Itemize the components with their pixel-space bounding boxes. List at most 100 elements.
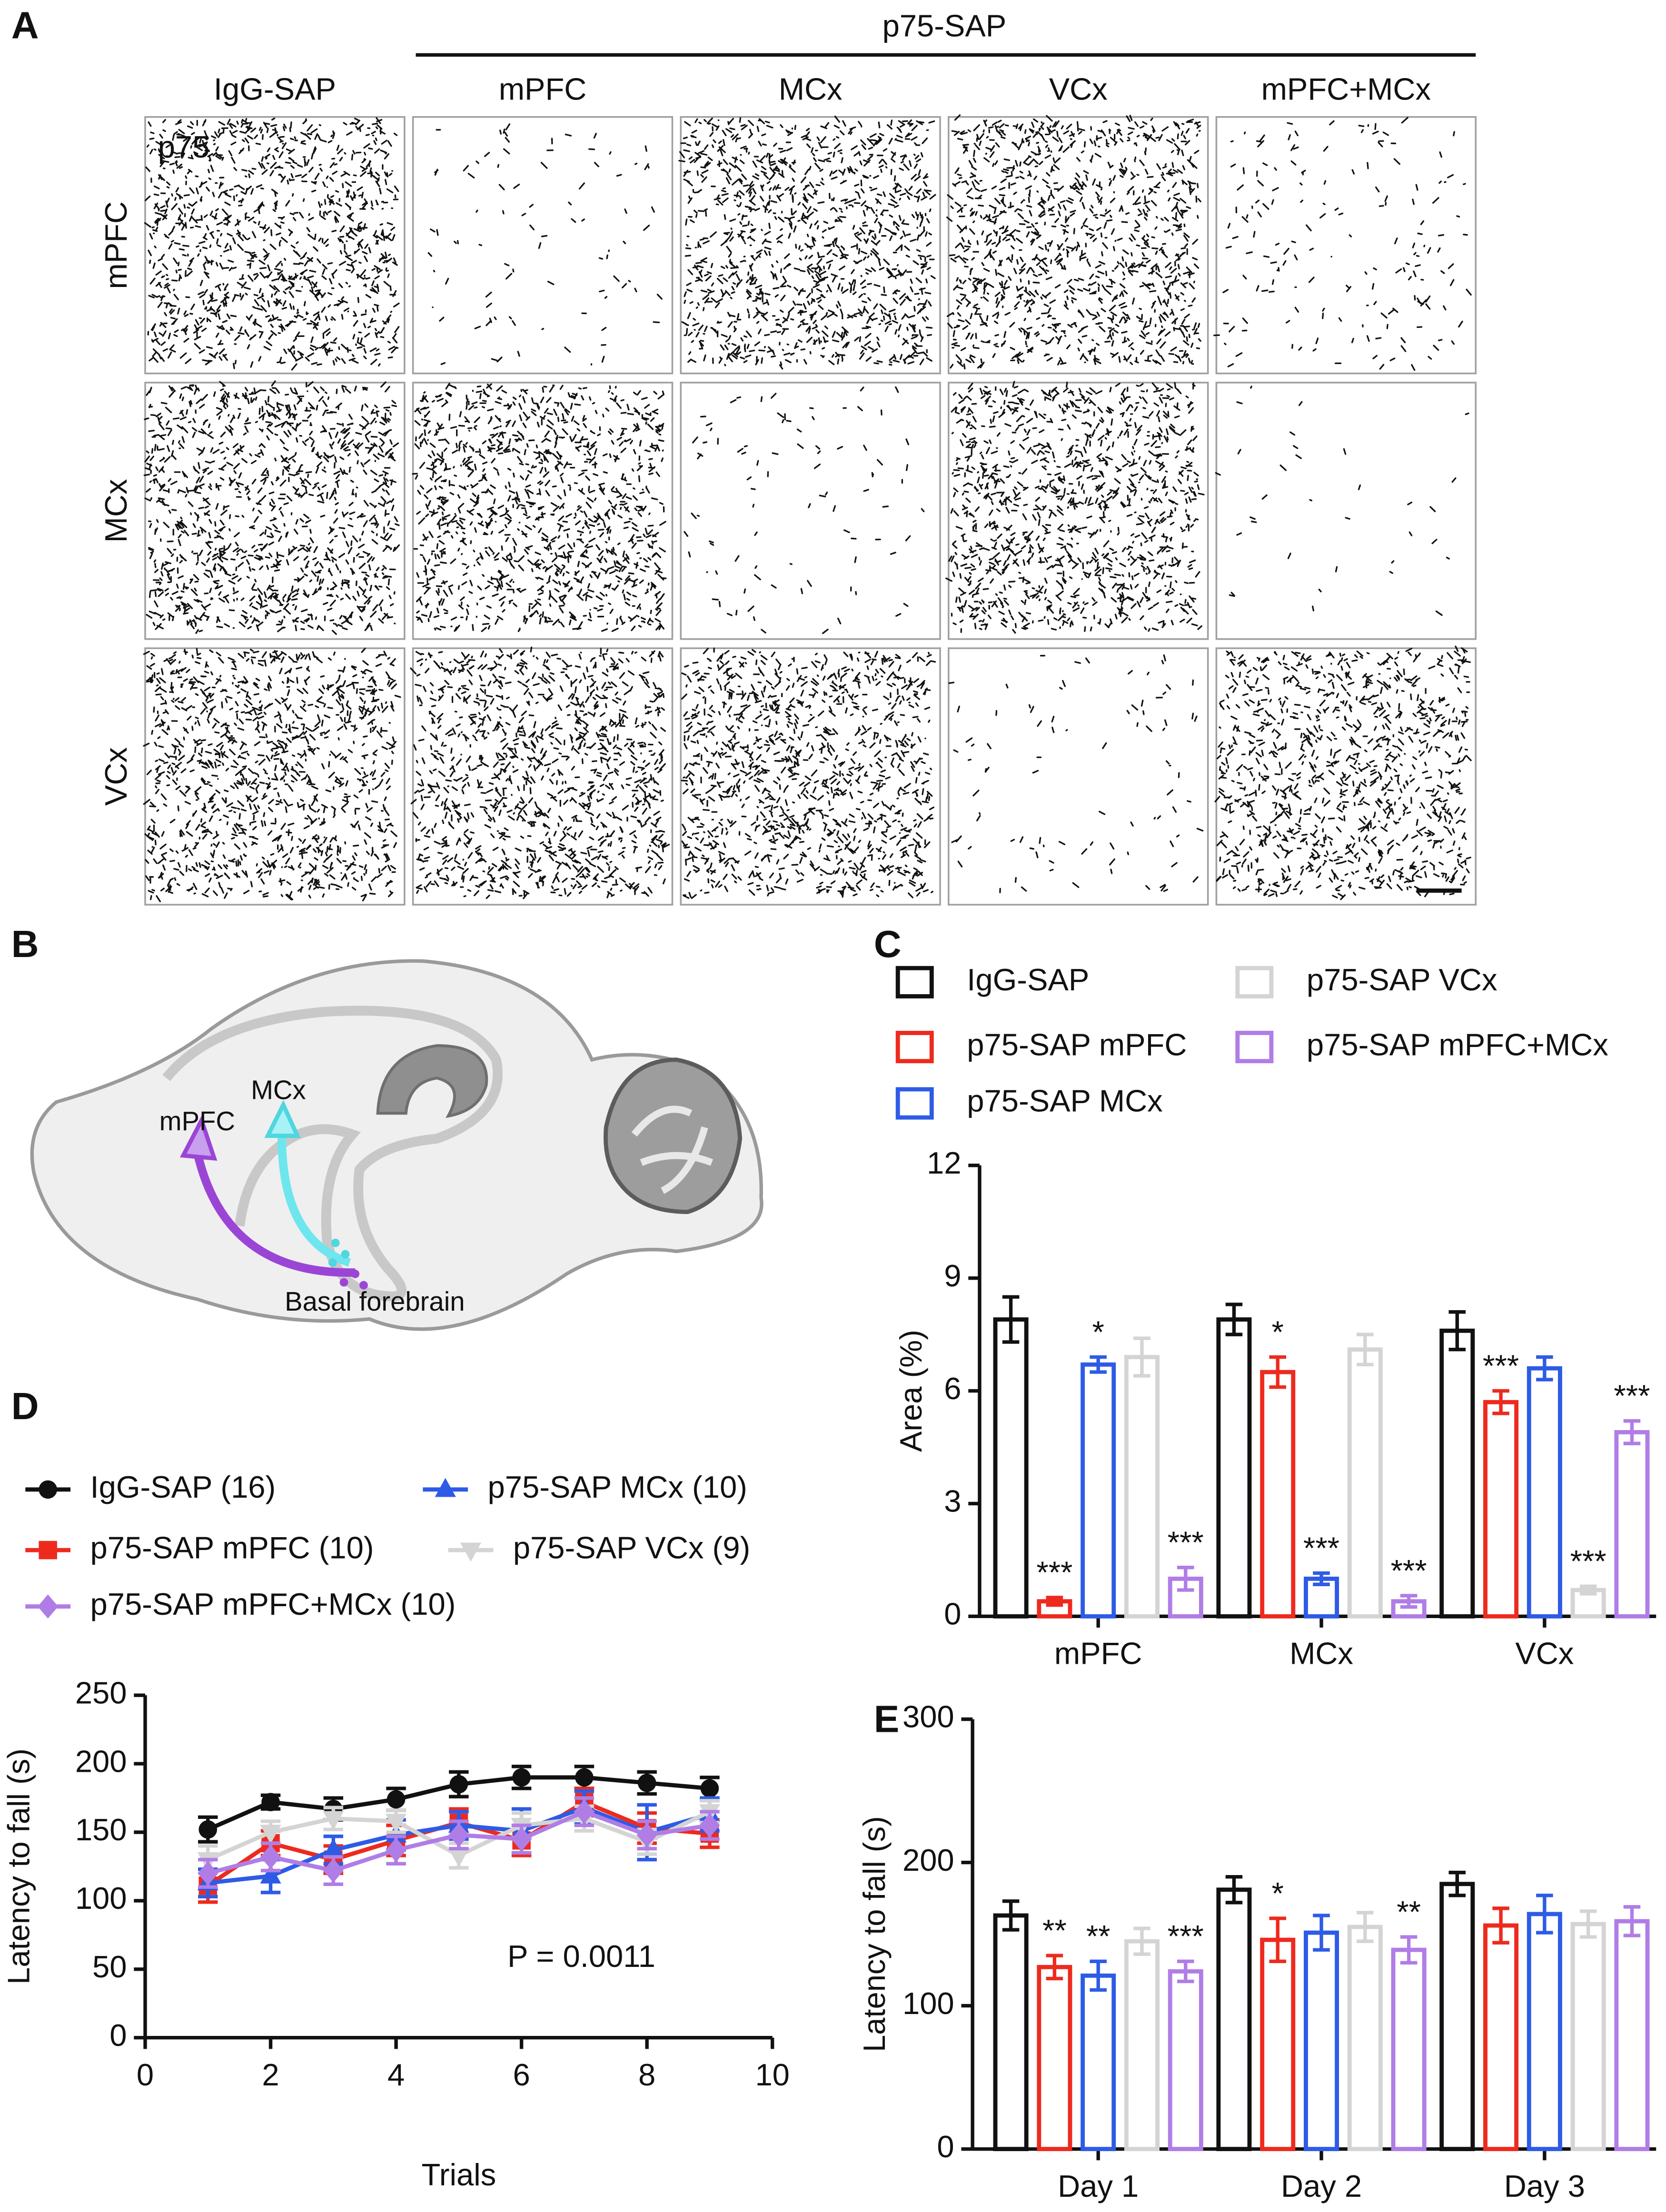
- y-tick-label: 6: [944, 1371, 961, 1406]
- y-tick-label: 200: [75, 1744, 127, 1778]
- legend-label: p75-SAP VCx: [1307, 962, 1497, 997]
- bar: [1347, 1347, 1383, 1619]
- bar: [1037, 1965, 1072, 2152]
- stain-label: p75: [158, 129, 210, 164]
- micrograph: [1215, 382, 1477, 640]
- legend-marker: [460, 1542, 482, 1562]
- column-label: MCx: [779, 72, 843, 107]
- y-axis-label: Latency to fall (s): [857, 1816, 892, 2052]
- legend-label: p75-SAP MCx: [967, 1084, 1162, 1118]
- marker: [260, 1825, 281, 1844]
- micrograph: [412, 382, 674, 640]
- x-tick-label: Day 3: [1504, 2169, 1585, 2203]
- marker: [448, 1823, 469, 1847]
- error-bar: [1536, 1355, 1553, 1382]
- error-bar: [1579, 1584, 1597, 1596]
- row-label: VCx: [99, 747, 133, 806]
- legend-swatch: [1235, 1031, 1274, 1064]
- significance: *: [1272, 1314, 1284, 1349]
- y-tick-label: 0: [937, 2129, 954, 2164]
- legend-label: IgG-SAP: [967, 962, 1089, 997]
- marker: [198, 1861, 218, 1886]
- significance: ***: [1303, 1531, 1339, 1565]
- marker: [323, 1811, 344, 1830]
- error-bar: [1313, 1571, 1330, 1586]
- legend-label: p75-SAP mPFC (10): [90, 1530, 374, 1565]
- y-tick-label: 3: [944, 1484, 961, 1519]
- x-tick-label: Day 2: [1281, 2169, 1362, 2203]
- row-label: mPFC: [99, 201, 133, 289]
- bar: [1216, 1317, 1252, 1619]
- y-tick-label: 9: [944, 1258, 961, 1293]
- marker: [323, 1858, 344, 1883]
- y-tick-label: 0: [944, 1597, 961, 1631]
- y-tick-label: 12: [927, 1146, 961, 1180]
- row-label: MCx: [99, 479, 133, 543]
- panel-label: C: [874, 923, 902, 965]
- significance: **: [1042, 1913, 1067, 1948]
- bar: [1391, 1947, 1427, 2152]
- bar: [1260, 1370, 1296, 1619]
- error-bar: [1046, 1596, 1063, 1607]
- legend-label: p75-SAP MCx (10): [488, 1470, 747, 1504]
- micrograph-signal: [412, 383, 667, 632]
- micrograph: [948, 647, 1209, 906]
- bar: [993, 1317, 1029, 1619]
- marker: [387, 1790, 406, 1809]
- x-tick-label: Day 1: [1058, 2169, 1139, 2203]
- brain-schematic: [30, 959, 764, 1331]
- error-bar: [1448, 1310, 1466, 1352]
- x-tick-label: 6: [513, 2057, 530, 2092]
- legend-swatch: [1235, 966, 1274, 998]
- micrograph-signal: [410, 646, 670, 899]
- panel-label: B: [11, 923, 39, 965]
- micrograph-signal: [681, 647, 936, 899]
- marker: [512, 1768, 531, 1787]
- bar: [1303, 1930, 1339, 2152]
- error-bar: [1623, 1905, 1641, 1937]
- bar: [1439, 1328, 1475, 1619]
- micrograph-signal: [678, 115, 936, 370]
- error-bar: [1313, 1914, 1330, 1952]
- y-tick-label: 300: [902, 1699, 954, 1734]
- bar: [1081, 1973, 1116, 2152]
- y-tick-label: 0: [109, 2018, 127, 2053]
- bar: [1439, 1882, 1475, 2152]
- legend-label: p75-SAP mPFC: [967, 1027, 1187, 1062]
- y-axis-label: Latency to fall (s): [1, 1748, 36, 1985]
- marker: [386, 1814, 407, 1833]
- error-bar: [1357, 1911, 1374, 1943]
- bar: [1124, 1355, 1160, 1619]
- y-tick-label: 250: [75, 1675, 127, 1710]
- micrograph-signal: [1213, 117, 1472, 371]
- marker: [700, 1779, 719, 1798]
- micrograph-signal: [946, 114, 1201, 370]
- micrograph: [144, 382, 406, 640]
- bar: [1614, 1919, 1650, 2152]
- marker: [575, 1768, 594, 1787]
- micrograph: [412, 116, 674, 375]
- marker: [574, 1799, 595, 1824]
- legend-marker: [39, 1540, 57, 1560]
- marker: [260, 1864, 281, 1884]
- micrograph-signal: [427, 123, 663, 365]
- error-bar: [1002, 1295, 1020, 1344]
- error-bar: [1536, 1894, 1553, 1935]
- error-bar: [1090, 1959, 1107, 1992]
- legend-label: p75-SAP mPFC+MCx: [1307, 1027, 1608, 1062]
- column-label: mPFC+MCx: [1261, 72, 1431, 107]
- error-bar: [1225, 1875, 1243, 1905]
- group-label: p75-SAP: [883, 8, 1007, 43]
- micrograph: [1215, 116, 1477, 375]
- significance: ***: [1168, 1525, 1204, 1560]
- x-tick-label: mPFC: [1054, 1636, 1142, 1670]
- error-bar: [1400, 1594, 1418, 1609]
- micrograph-signal: [948, 654, 1204, 893]
- column-label: IgG-SAP: [214, 72, 336, 107]
- bar: [1483, 1400, 1519, 1619]
- x-tick-label: 2: [262, 2057, 279, 2092]
- error-bar: [1623, 1419, 1641, 1445]
- legend-marker: [435, 1478, 456, 1497]
